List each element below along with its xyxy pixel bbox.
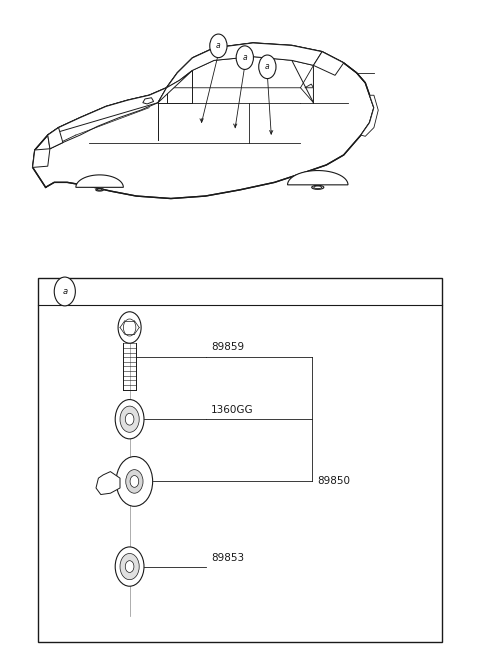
Text: a: a [242, 53, 247, 62]
Polygon shape [76, 175, 123, 187]
Polygon shape [158, 70, 192, 103]
Text: 1360GG: 1360GG [211, 405, 254, 415]
Bar [38, 278, 442, 642]
Polygon shape [33, 43, 374, 198]
Text: a: a [265, 62, 270, 71]
Circle shape [118, 312, 141, 343]
Polygon shape [143, 98, 154, 104]
Polygon shape [96, 472, 120, 495]
Circle shape [54, 277, 75, 306]
Circle shape [236, 46, 253, 69]
Text: 89850: 89850 [317, 476, 350, 487]
Text: 89853: 89853 [211, 553, 244, 563]
Text: a: a [62, 287, 67, 296]
Circle shape [115, 400, 144, 439]
Circle shape [125, 413, 134, 425]
Polygon shape [167, 43, 322, 88]
Ellipse shape [96, 189, 103, 191]
Polygon shape [48, 88, 167, 149]
Circle shape [125, 561, 134, 572]
Circle shape [130, 476, 139, 487]
Circle shape [259, 55, 276, 79]
Text: 89859: 89859 [211, 342, 244, 352]
Text: a: a [216, 41, 221, 50]
Ellipse shape [97, 189, 102, 191]
Circle shape [120, 406, 139, 432]
Polygon shape [361, 95, 378, 136]
Circle shape [120, 553, 139, 580]
Polygon shape [48, 128, 63, 149]
Circle shape [126, 470, 143, 493]
Circle shape [210, 34, 227, 58]
Ellipse shape [312, 185, 324, 189]
Polygon shape [33, 149, 50, 168]
Polygon shape [288, 170, 348, 185]
Circle shape [115, 547, 144, 586]
Ellipse shape [314, 186, 322, 189]
Circle shape [116, 457, 153, 506]
Polygon shape [305, 84, 313, 88]
Polygon shape [313, 52, 344, 75]
